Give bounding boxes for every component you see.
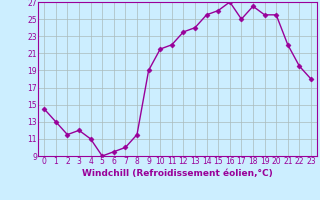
X-axis label: Windchill (Refroidissement éolien,°C): Windchill (Refroidissement éolien,°C) <box>82 169 273 178</box>
